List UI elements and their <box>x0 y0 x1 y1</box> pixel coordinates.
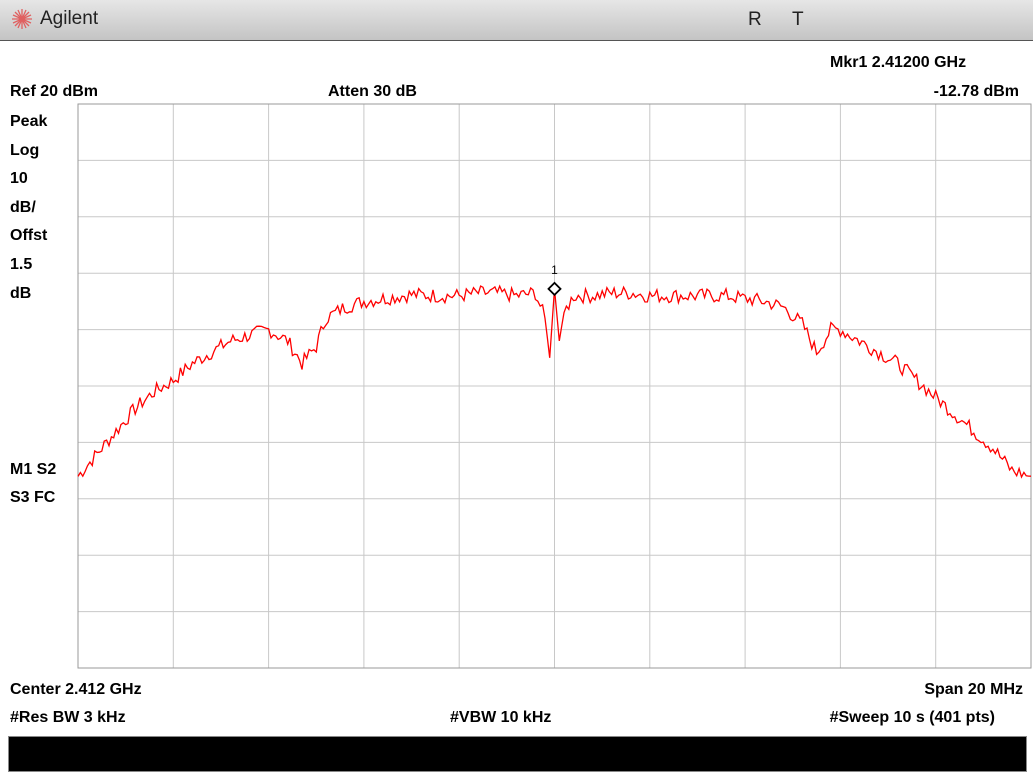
trigger-status-indicator: T <box>792 9 804 30</box>
title-bar: Agilent R T <box>0 0 1033 41</box>
brand-name: Agilent <box>40 8 99 29</box>
scale-value: 10 <box>10 170 28 188</box>
offset-unit: dB <box>10 284 32 302</box>
sweep-time: #Sweep 10 s (401 pts) <box>829 709 995 726</box>
graticule-frame <box>77 103 1032 669</box>
agilent-spark-logo-icon <box>12 9 32 29</box>
attenuation: Atten 30 dB <box>328 83 417 100</box>
reference-level: Ref 20 dBm <box>10 83 99 100</box>
resolution-bandwidth: #Res BW 3 kHz <box>10 709 126 726</box>
annotation-m1-s2: M1 S2 <box>10 461 57 478</box>
graticule-grid <box>78 104 1031 668</box>
video-bandwidth: #VBW 10 kHz <box>450 709 552 726</box>
marker-1: 1 <box>547 263 562 297</box>
scale-unit: dB/ <box>10 198 36 216</box>
remote-status-indicator: R <box>748 9 762 30</box>
message-bar <box>8 736 1027 772</box>
marker-number: 1 <box>551 263 558 277</box>
detector-mode: Peak <box>10 113 48 130</box>
marker-diamond-icon <box>547 281 562 297</box>
center-frequency: Center 2.412 GHz <box>10 681 142 698</box>
detector-scale-info: Peak Log 10 dB/ Offst 1.5 dB <box>10 108 47 308</box>
offset-label: Offst <box>10 227 48 245</box>
offset-value: 1.5 <box>10 255 33 273</box>
trace-annotations: M1 S2 S3 FC <box>10 456 56 512</box>
marker-readout: Mkr1 2.41200 GHz <box>830 54 967 71</box>
marker-level: -12.78 dBm <box>933 83 1019 100</box>
annotation-s3-fc: S3 FC <box>10 489 56 506</box>
scale-type: Log <box>10 141 40 159</box>
span: Span 20 MHz <box>924 681 1023 698</box>
brand: Agilent <box>10 8 98 30</box>
